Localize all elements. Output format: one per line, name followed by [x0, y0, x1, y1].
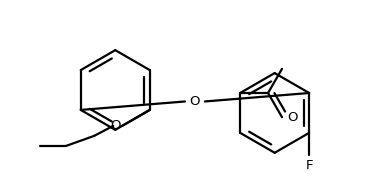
Text: O: O [111, 119, 121, 132]
Text: O: O [287, 111, 298, 124]
Text: F: F [305, 159, 313, 172]
Text: O: O [190, 95, 200, 108]
